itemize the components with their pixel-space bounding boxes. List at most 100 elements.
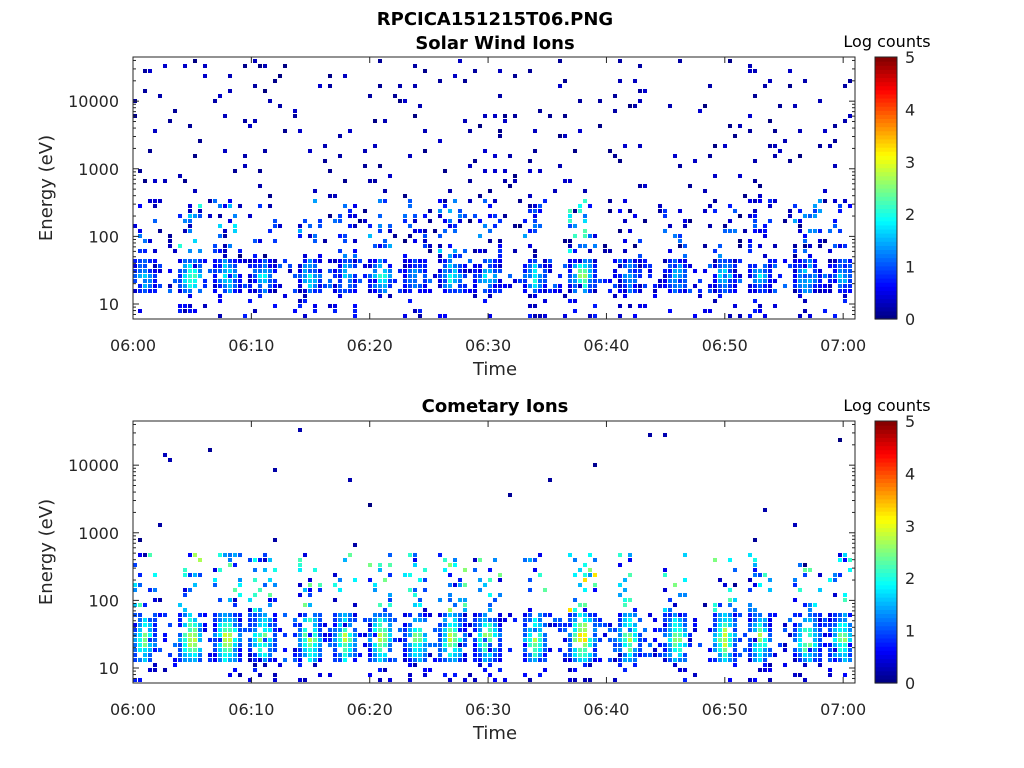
- heatmap-cell: [543, 274, 547, 278]
- heatmap-cell: [248, 214, 252, 218]
- heatmap-cell: [793, 628, 797, 632]
- heatmap-cell: [708, 648, 712, 652]
- colorbar-segment: [875, 629, 897, 635]
- heatmap-cell: [593, 284, 597, 288]
- heatmap-cell: [308, 149, 312, 153]
- heatmap-cell: [188, 219, 192, 223]
- heatmap-cell: [383, 613, 387, 617]
- heatmap-cell: [268, 598, 272, 602]
- heatmap-cell: [273, 304, 277, 308]
- heatmap-cell: [213, 284, 217, 288]
- heatmap-cell: [438, 249, 442, 253]
- heatmap-cell: [233, 169, 237, 173]
- heatmap-cell: [138, 269, 142, 273]
- heatmap-cell: [448, 209, 452, 213]
- heatmap-cell: [813, 269, 817, 273]
- heatmap-cell: [763, 508, 767, 512]
- heatmap-cell: [463, 653, 467, 657]
- heatmap-cell: [223, 638, 227, 642]
- heatmap-cell: [808, 279, 812, 283]
- heatmap-cell: [723, 259, 727, 263]
- heatmap-cell: [233, 603, 237, 607]
- heatmap-cell: [453, 269, 457, 273]
- x-tick-label: 06:30: [465, 700, 511, 719]
- heatmap-cell: [478, 638, 482, 642]
- heatmap-cell: [503, 678, 507, 682]
- heatmap-cell: [588, 653, 592, 657]
- heatmap-cell: [438, 658, 442, 662]
- heatmap-cell: [723, 638, 727, 642]
- heatmap-cell: [263, 638, 267, 642]
- heatmap-cell: [798, 563, 802, 567]
- heatmap-cell: [223, 244, 227, 248]
- heatmap-cell: [308, 289, 312, 293]
- heatmap-cell: [803, 658, 807, 662]
- heatmap-cell: [453, 628, 457, 632]
- heatmap-cell: [303, 648, 307, 652]
- heatmap-cell: [443, 284, 447, 288]
- colorbar-segment: [875, 73, 897, 79]
- x-tick-label: 06:50: [702, 336, 748, 355]
- heatmap-cell: [353, 254, 357, 258]
- heatmap-cell: [368, 234, 372, 238]
- heatmap-cell: [648, 653, 652, 657]
- heatmap-cell: [223, 149, 227, 153]
- heatmap-cell: [448, 678, 452, 682]
- heatmap-cell: [298, 428, 302, 432]
- heatmap-cell: [418, 598, 422, 602]
- heatmap-cell: [768, 633, 772, 637]
- heatmap-cell: [413, 279, 417, 283]
- heatmap-cell: [788, 69, 792, 73]
- heatmap-cell: [373, 658, 377, 662]
- heatmap-cell: [843, 618, 847, 622]
- heatmap-cell: [408, 623, 412, 627]
- heatmap-cell: [608, 149, 612, 153]
- heatmap-cell: [803, 279, 807, 283]
- heatmap-cell: [398, 99, 402, 103]
- heatmap-cell: [723, 284, 727, 288]
- heatmap-cell: [628, 573, 632, 577]
- heatmap-cell: [748, 603, 752, 607]
- heatmap-cell: [463, 633, 467, 637]
- heatmap-cell: [373, 623, 377, 627]
- heatmap-cell: [678, 264, 682, 268]
- heatmap-cell: [408, 588, 412, 592]
- heatmap-cell: [678, 618, 682, 622]
- heatmap-cell: [798, 274, 802, 278]
- heatmap-cell: [848, 568, 852, 572]
- heatmap-cell: [413, 628, 417, 632]
- x-tick-label: 06:40: [583, 700, 629, 719]
- heatmap-cell: [743, 194, 747, 198]
- heatmap-cell: [498, 643, 502, 647]
- heatmap-cell: [733, 658, 737, 662]
- heatmap-cell: [368, 279, 372, 283]
- heatmap-cell: [593, 234, 597, 238]
- heatmap-cell: [618, 274, 622, 278]
- heatmap-cell: [803, 573, 807, 577]
- heatmap-cell: [823, 239, 827, 243]
- heatmap-cell: [373, 289, 377, 293]
- heatmap-cell: [688, 643, 692, 647]
- heatmap-cell: [218, 224, 222, 228]
- heatmap-cell: [848, 264, 852, 268]
- heatmap-cell: [668, 648, 672, 652]
- heatmap-cell: [793, 259, 797, 263]
- heatmap-cell: [508, 648, 512, 652]
- heatmap-cell: [188, 279, 192, 283]
- heatmap-cell: [388, 638, 392, 642]
- heatmap-cell: [228, 648, 232, 652]
- heatmap-cell: [713, 618, 717, 622]
- heatmap-cell: [828, 613, 832, 617]
- heatmap-cell: [763, 643, 767, 647]
- heatmap-cell: [343, 628, 347, 632]
- heatmap-cell: [188, 553, 192, 557]
- heatmap-cell: [488, 603, 492, 607]
- heatmap-cell: [728, 603, 732, 607]
- heatmap-cell: [143, 89, 147, 93]
- colorbar-tick-label: 5: [905, 48, 915, 67]
- heatmap-cell: [253, 623, 257, 627]
- heatmap-cell: [438, 553, 442, 557]
- colorbar-segment: [875, 245, 897, 251]
- heatmap-cell: [298, 593, 302, 597]
- heatmap-cell: [488, 284, 492, 288]
